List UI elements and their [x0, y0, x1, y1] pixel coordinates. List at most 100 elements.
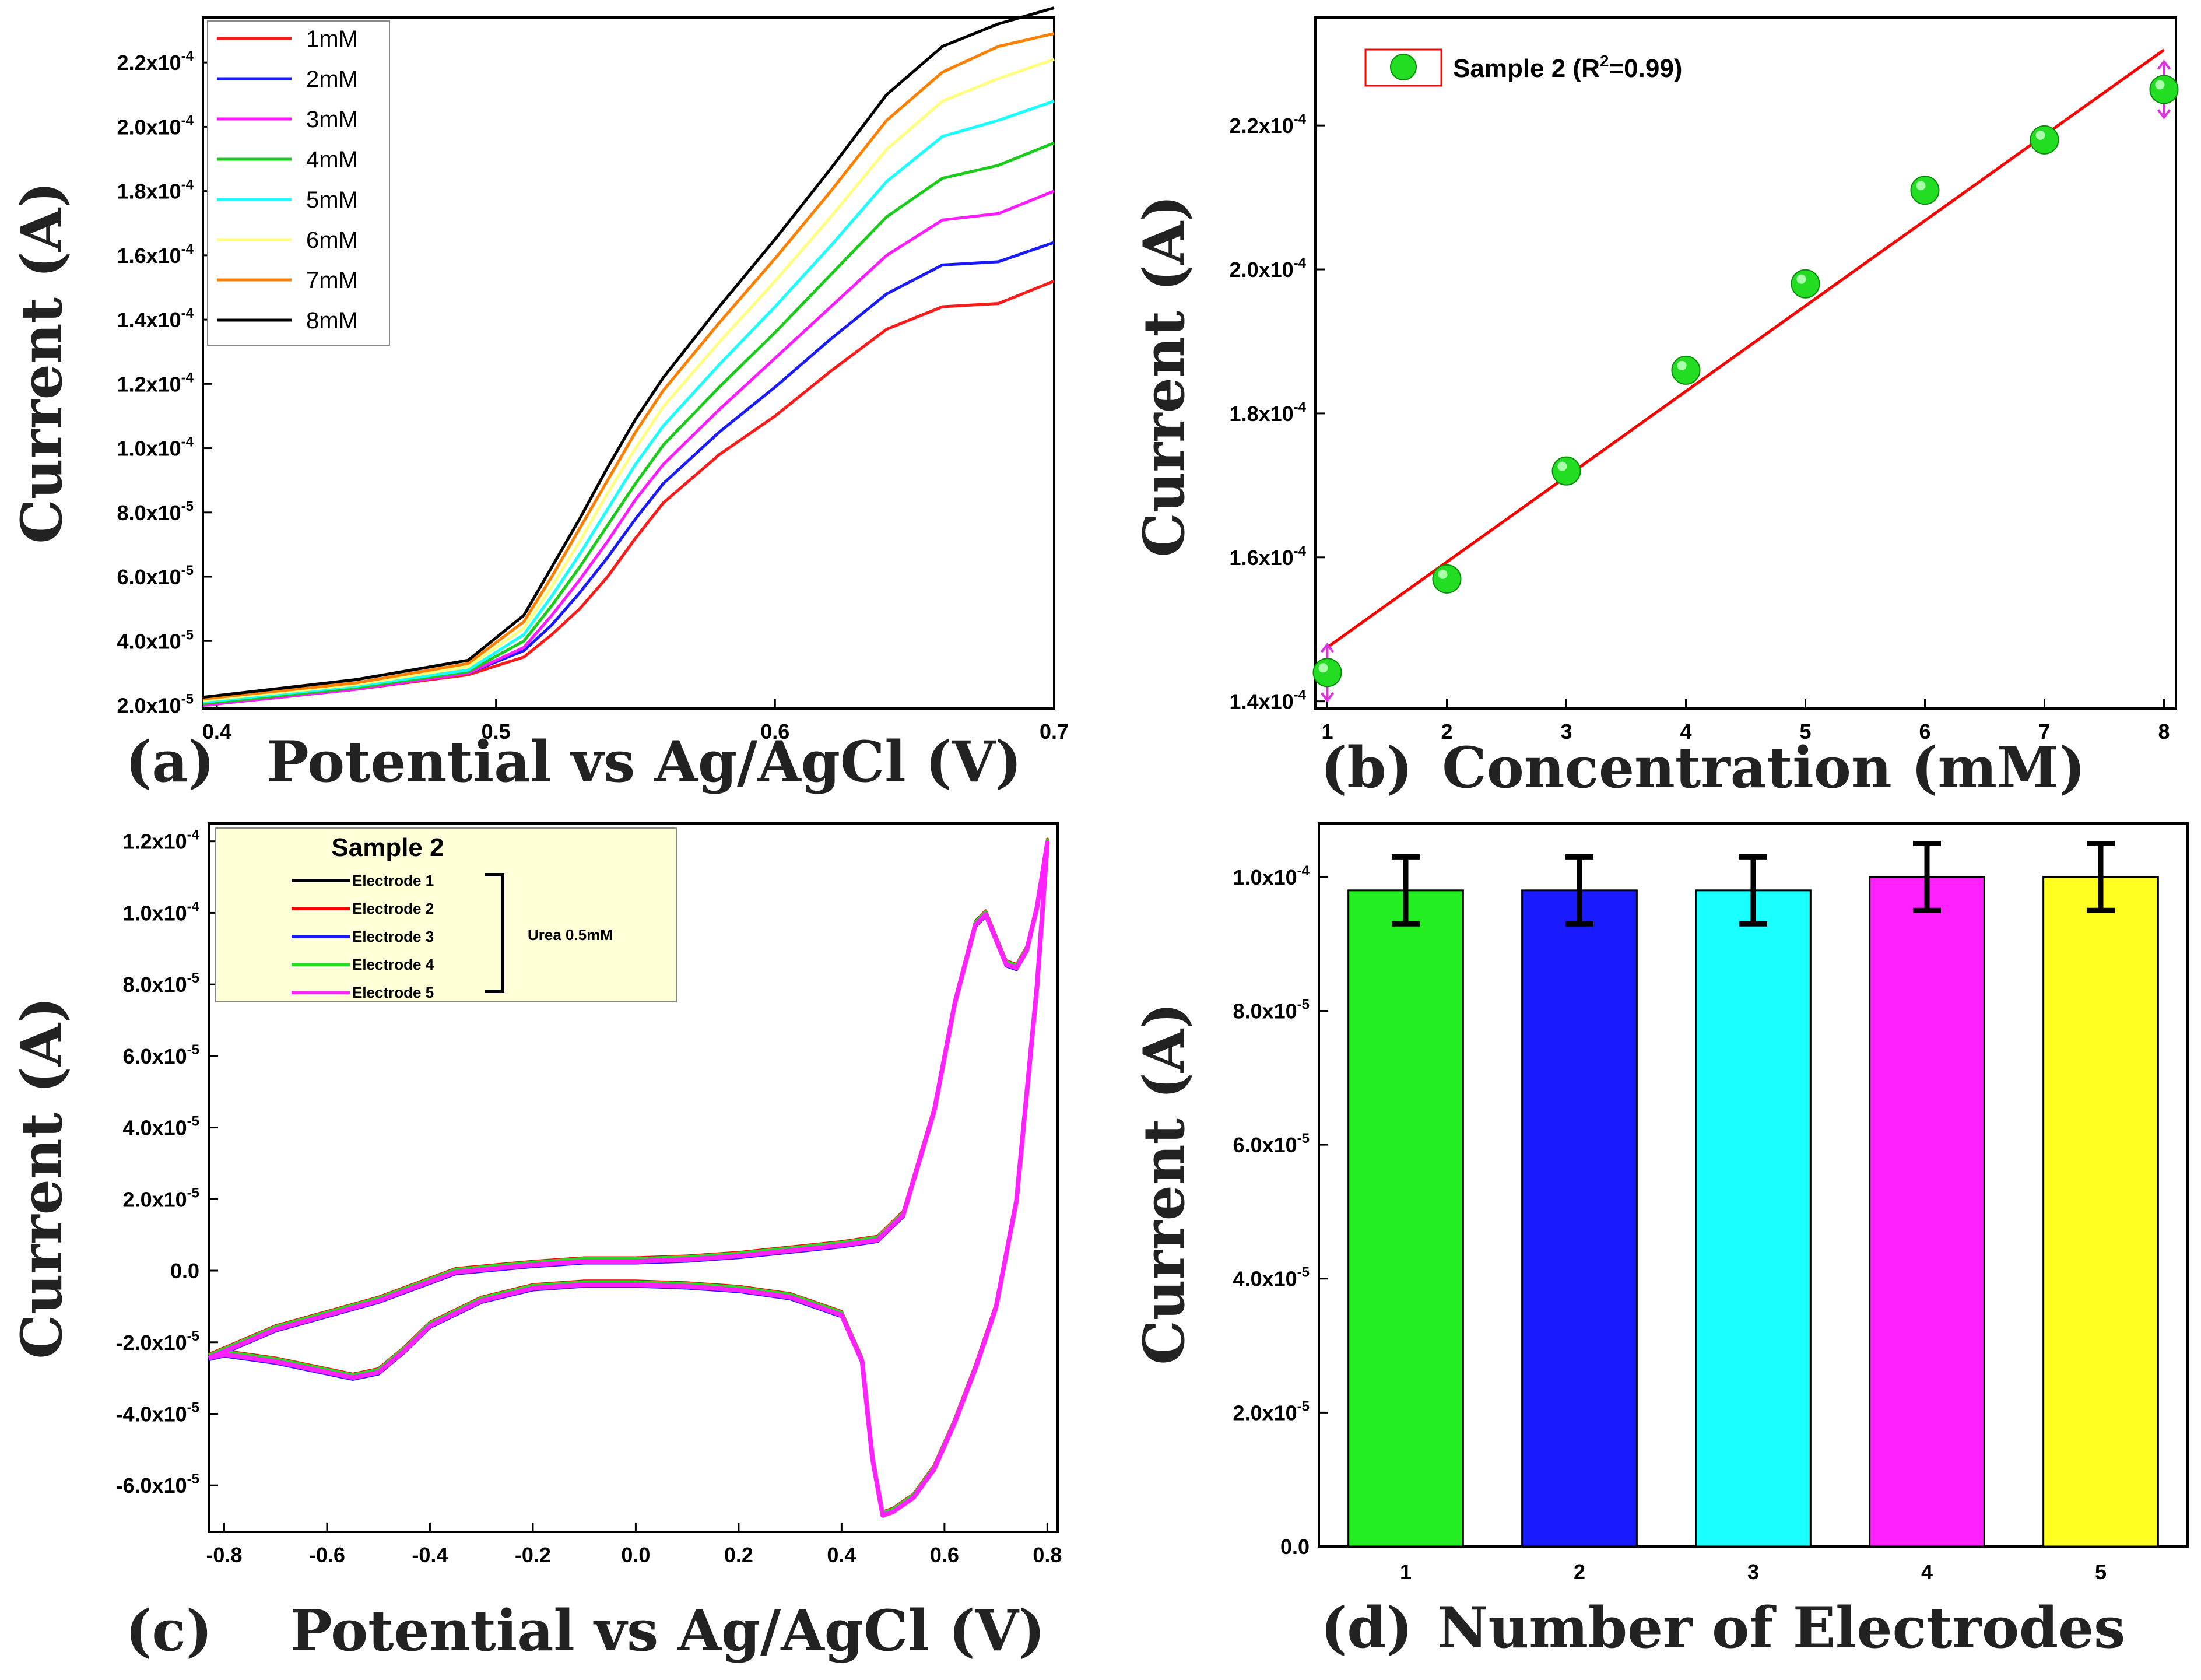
- panel-c-legend-label: Electrode 3: [352, 928, 434, 945]
- panel-b-x-tick-label: 5: [1799, 720, 1811, 743]
- panel-c-legend-label: Electrode 1: [352, 872, 434, 889]
- panel-b-data-point-highlight: [2035, 130, 2045, 140]
- panel-b-plot: [1312, 48, 2179, 703]
- panel-c-legend: Sample 2 Urea 0.5mM Electrode 1 Electrode…: [215, 827, 677, 1002]
- panel-c-plot: [208, 837, 1050, 1518]
- panel-c-x-tick-label: -0.8: [206, 1543, 242, 1567]
- panel-b-legend: Sample 2 (R2=0.99): [1364, 48, 1682, 87]
- panel-b: 1 2 3 4 5 6 7 8 1.4x10-4 1.6x10-4 1.8x10-4 2.0x10-…: [1131, 16, 2179, 801]
- panel-b-data-point-highlight: [1318, 663, 1328, 673]
- panel-b-legend-text: Sample 2 (R2=0.99): [1453, 52, 1682, 83]
- panel-c-y-tick-label: 1.0x10-4: [123, 899, 200, 925]
- panel-c-legend-bracket-label: Urea 0.5mM: [528, 926, 613, 944]
- panel-c-x-tick-label: 0.2: [724, 1543, 753, 1567]
- panel-b-y-tick-label: 1.8x10-4: [1230, 399, 1307, 426]
- panel-a-series-6mM: [202, 58, 1055, 702]
- panel-c-x-tick-label: 0.4: [827, 1543, 856, 1567]
- panel-d-y-tick-label: 0.0: [1280, 1535, 1310, 1559]
- panel-a-x-tick-label: 0.7: [1040, 720, 1069, 743]
- panel-a-x-tick-label: 0.5: [482, 720, 511, 743]
- panel-b-data-point: [2030, 125, 2059, 155]
- panel-d-x-tick-label: 1: [1400, 1560, 1412, 1584]
- panel-b-data-point-highlight: [1916, 181, 1926, 191]
- panel-c-y-tick-label: -2.0x10-5: [116, 1328, 199, 1355]
- panel-a-y-tick-label: 1.4x10-4: [117, 306, 194, 332]
- panel-c-legend-bracket: [485, 873, 504, 993]
- panel-a-plot: [202, 6, 1055, 707]
- panel-d: 1 2 3 4 5 0.0 2.0x10-5 4.0x10-5 6.0x10-5 8.0x10-…: [1131, 822, 2189, 1661]
- panel-c-y-tick-label: 8.0x10-5: [123, 970, 199, 997]
- panel-c-y-tick-label: 6.0x10-5: [123, 1042, 199, 1068]
- panel-d-y-tick-label: 6.0x10-5: [1233, 1131, 1310, 1157]
- panel-c-x-tick-label: -0.6: [309, 1543, 345, 1567]
- panel-b-data-point: [1671, 355, 1701, 385]
- panel-b-error-cap: [1320, 642, 1335, 703]
- panel-b-data-point: [1551, 456, 1581, 486]
- panel-a-frame: [202, 16, 1055, 710]
- panel-b-x-tick-label: 4: [1680, 720, 1691, 743]
- panel-d-bar: [1347, 889, 1464, 1548]
- panel-b-x-tick-label: 7: [2038, 720, 2050, 743]
- panel-a-y-tick-label: 4.0x10-5: [117, 627, 194, 653]
- panel-a-legend-label: 8mM: [306, 308, 358, 334]
- panel-a-y-ticks: 2.0x10-5 4.0x10-5 6.0x10-5 8.0x10-5 1.0x10-4…: [117, 48, 212, 717]
- panel-b-letter: (b): [1321, 735, 1413, 801]
- panel-a-y-tick-label: 8.0x10-5: [117, 499, 194, 525]
- panel-d-x-tick-label: 4: [1921, 1560, 1933, 1584]
- panel-d-y-label: Current (A): [1131, 1002, 1197, 1365]
- panel-a-series-4mM: [202, 141, 1055, 706]
- panel-a-legend-label: 3mM: [306, 107, 358, 132]
- panel-c-legend-label: Electrode 5: [352, 984, 434, 1001]
- panel-c-y-tick-label: 2.0x10-5: [123, 1185, 199, 1211]
- panel-a-legend-label: 4mM: [306, 147, 358, 173]
- panel-a-y-label: Current (A): [9, 181, 75, 543]
- panel-a-series-1mM: [202, 279, 1055, 707]
- panel-b-x-tick-label: 2: [1441, 720, 1452, 743]
- panel-b-x-ticks: 1 2 3 4 5 6 7 8: [1321, 699, 2170, 743]
- panel-a-legend: 1mM 2mM 3mM 4mM 5mM 6mM 7mM 8mM: [207, 20, 390, 346]
- panel-a-y-tick-label: 1.8x10-4: [117, 177, 194, 204]
- panel-a-y-tick-label: 2.0x10-5: [117, 691, 194, 717]
- panel-c-y-label: Current (A): [9, 997, 75, 1359]
- panel-c-y-tick-label: 4.0x10-5: [123, 1114, 199, 1140]
- panel-c-y-tick-label: 1.2x10-4: [123, 827, 200, 854]
- panel-b-data-point: [1910, 176, 1940, 205]
- panel-d-plot: [1347, 840, 2159, 1548]
- panel-c-x-tick-label: -0.4: [412, 1543, 448, 1567]
- panel-d-y-tick-label: 1.0x10-4: [1233, 863, 1310, 889]
- panel-c-x-ticks: -0.8 -0.6 -0.4 -0.2 0.0 0.2 0.4 0.6 0.8: [206, 1523, 1062, 1567]
- panel-b-x-label: Concentration (mM): [1442, 735, 2085, 801]
- panel-a-series-3mM: [202, 190, 1055, 707]
- panel-a-y-tick-label: 1.2x10-4: [117, 370, 194, 396]
- panel-a-legend-label: 6mM: [306, 227, 358, 253]
- panel-a-letter: (a): [125, 729, 215, 795]
- panel-b-data-point: [1791, 269, 1820, 299]
- panel-b-x-tick-label: 8: [2158, 720, 2170, 743]
- panel-a-legend-label: 5mM: [306, 187, 358, 213]
- panel-b-y-tick-label: 2.2x10-4: [1230, 111, 1307, 138]
- panel-b-y-tick-label: 2.0x10-4: [1230, 255, 1307, 282]
- panel-a-y-tick-label: 1.0x10-4: [117, 434, 194, 461]
- panel-b-data-point-highlight: [2155, 80, 2165, 90]
- panel-a-x-tick-label: 0.4: [202, 720, 231, 743]
- panel-d-bar: [1521, 889, 1638, 1548]
- panel-b-frame: [1314, 16, 2177, 710]
- panel-c-x-tick-label: 0.8: [1033, 1543, 1062, 1567]
- panel-c-frame: [208, 822, 1059, 1533]
- panel-a-y-tick-label: 2.0x10-4: [117, 113, 194, 139]
- panel-b-error-cap: [2157, 59, 2171, 120]
- panel-c-legend-label: Electrode 4: [352, 956, 434, 973]
- panel-c-x-tick-label: 0.0: [621, 1543, 650, 1567]
- panel-b-data-point-highlight: [1438, 569, 1448, 579]
- panel-c-series-electrode-5: [208, 840, 1050, 1518]
- panel-c-y-tick-label: 0.0: [170, 1259, 199, 1283]
- panel-c-x-tick-label: -0.2: [515, 1543, 551, 1567]
- panel-b-y-tick-label: 1.4x10-4: [1230, 688, 1307, 714]
- panel-d-x-tick-label: 5: [2095, 1560, 2107, 1584]
- panel-a-x-ticks: 0.4 0.5 0.6 0.7: [202, 699, 1069, 743]
- panel-a-y-tick-label: 6.0x10-5: [117, 563, 194, 589]
- panel-b-data-point: [1312, 658, 1342, 688]
- panel-c-x-label: Potential vs Ag/AgCl (V): [290, 1598, 1045, 1664]
- panel-d-y-tick-label: 8.0x10-5: [1233, 997, 1310, 1023]
